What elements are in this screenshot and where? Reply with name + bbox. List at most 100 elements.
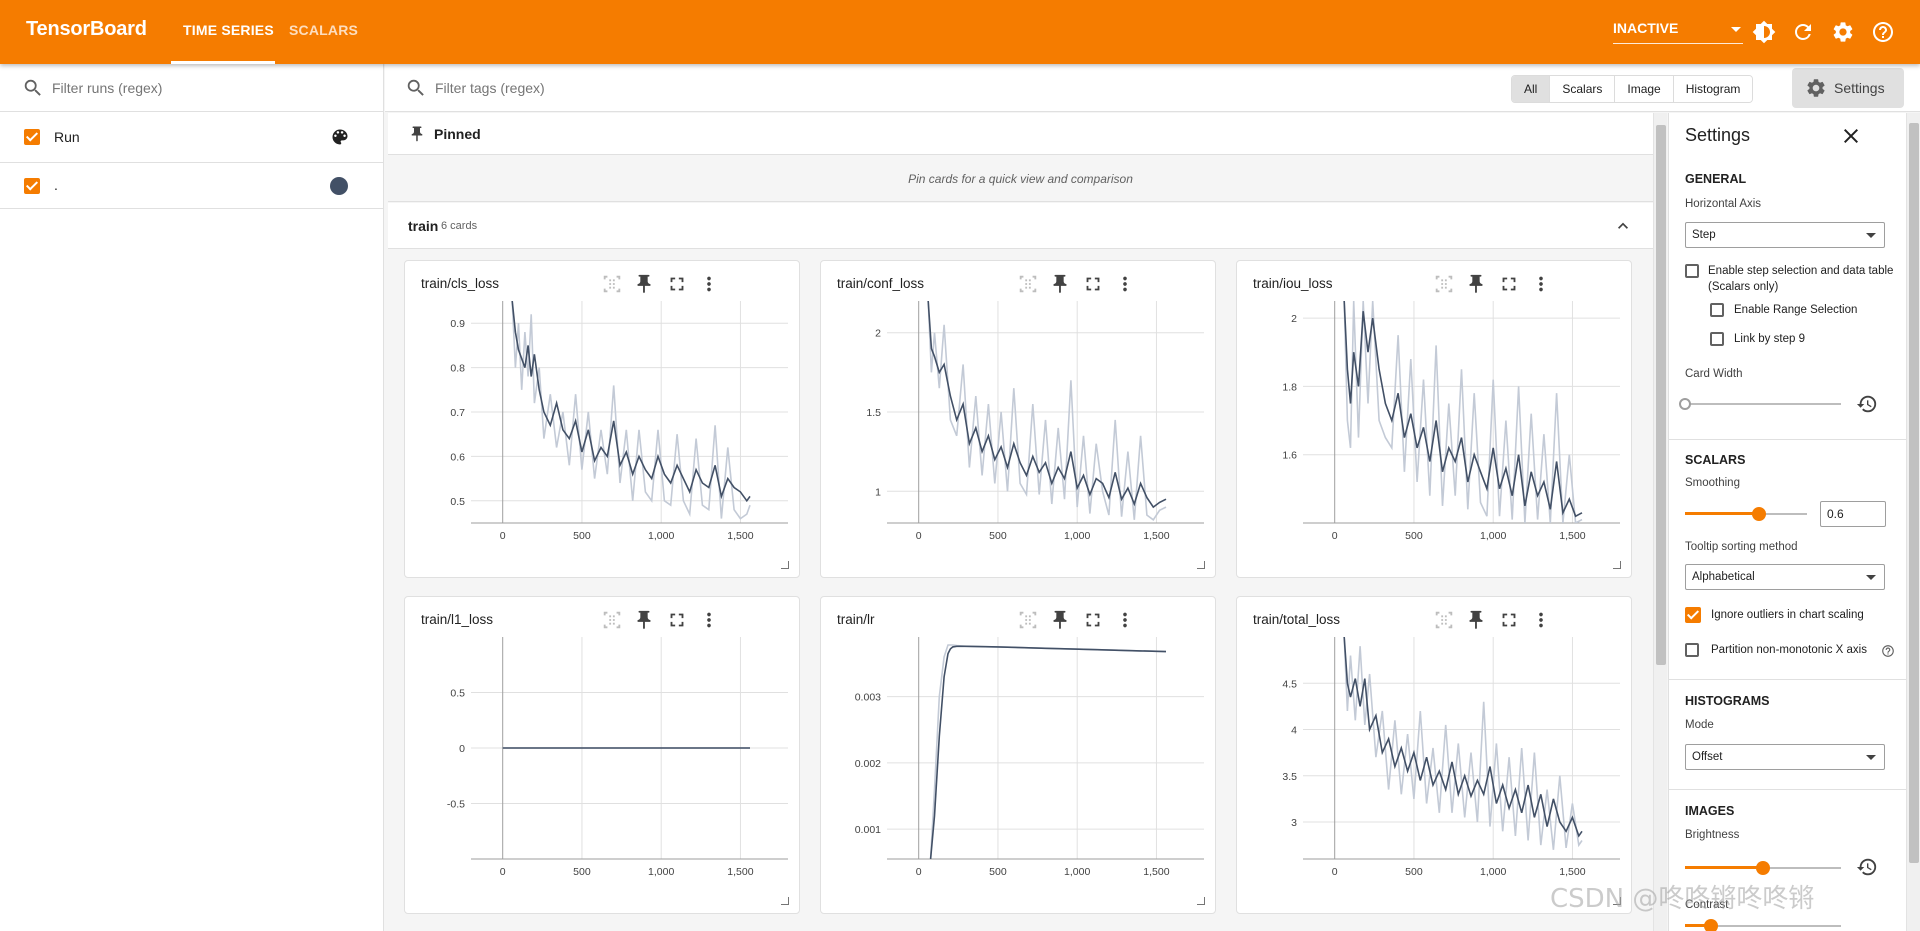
card-width-thumb[interactable] (1679, 398, 1691, 410)
line-chart[interactable]: 2 1.5 1 0 500 1,000 1,500 (821, 301, 1217, 579)
settings-button-label: Settings (1834, 80, 1885, 96)
y-tick-label: 0.6 (450, 451, 465, 463)
palette-icon[interactable] (330, 127, 350, 147)
filter-image-button[interactable]: Image (1614, 76, 1673, 102)
fullscreen-icon[interactable] (666, 609, 688, 631)
chevron-up-icon[interactable] (1613, 216, 1633, 236)
y-tick-label: 0.9 (450, 318, 465, 330)
x-tick-label: 0 (916, 866, 922, 878)
fit-domain-icon[interactable] (1017, 273, 1039, 295)
brightness-thumb[interactable] (1756, 861, 1770, 875)
more-vert-icon[interactable] (698, 273, 720, 295)
x-tick-label: 0 (500, 866, 506, 878)
resize-handle[interactable] (1613, 897, 1621, 905)
resize-handle[interactable] (1197, 897, 1205, 905)
y-tick-label: 0 (459, 743, 465, 755)
y-tick-label: 1.8 (1282, 381, 1297, 393)
fullscreen-icon[interactable] (1082, 273, 1104, 295)
resize-handle[interactable] (781, 897, 789, 905)
x-tick-label: 0 (916, 530, 922, 542)
fit-domain-icon[interactable] (601, 609, 623, 631)
fullscreen-icon[interactable] (1082, 609, 1104, 631)
fullscreen-icon[interactable] (666, 273, 688, 295)
card-title: train/l1_loss (421, 612, 494, 627)
card-group-header[interactable]: train 6 cards (388, 203, 1653, 249)
filter-histogram-button[interactable]: Histogram (1672, 76, 1753, 102)
fit-domain-icon[interactable] (1017, 609, 1039, 631)
contrast-track[interactable] (1685, 925, 1841, 927)
line-chart[interactable]: 2 1.8 1.6 0 500 1,000 1,500 (1237, 301, 1633, 579)
x-tick-label: 1,000 (1064, 530, 1090, 542)
step-selection-subtext: (Scalars only) (1708, 281, 1779, 293)
filter-scalars-button[interactable]: Scalars (1549, 76, 1615, 102)
fullscreen-icon[interactable] (1498, 273, 1520, 295)
card-width-track[interactable] (1685, 403, 1841, 405)
pin-icon[interactable] (1049, 273, 1071, 295)
range-selection-checkbox[interactable] (1710, 303, 1724, 317)
tooltip-sort-select[interactable]: Alphabetical (1685, 564, 1885, 590)
runs-filter-input[interactable] (50, 76, 350, 100)
x-tick-label: 1,000 (1480, 866, 1506, 878)
scrollbar-thumb[interactable] (1909, 123, 1919, 863)
more-vert-icon[interactable] (1530, 609, 1552, 631)
reload-status-select[interactable]: INACTIVE (1613, 20, 1743, 44)
section-divider (1669, 439, 1906, 440)
more-vert-icon[interactable] (1114, 273, 1136, 295)
histogram-mode-value: Offset (1692, 751, 1723, 763)
smoothing-thumb[interactable] (1752, 507, 1766, 521)
content-scrollbar[interactable] (1653, 113, 1667, 931)
fit-domain-icon[interactable] (1433, 273, 1455, 295)
reset-icon[interactable] (1856, 856, 1878, 878)
step-selection-checkbox[interactable] (1685, 264, 1699, 278)
settings-scrollbar[interactable] (1906, 113, 1920, 931)
line-chart[interactable]: 4.5 4 3.5 3 0 500 1,000 1,500 (1237, 637, 1633, 915)
x-tick-label: 1,000 (648, 866, 674, 878)
settings-toggle-button[interactable]: Settings (1792, 68, 1904, 108)
close-icon[interactable] (1839, 124, 1863, 148)
line-chart[interactable]: 0.003 0.002 0.001 0 500 1,000 1,500 (821, 637, 1217, 915)
ignore-outliers-checkbox[interactable] (1685, 607, 1701, 623)
brightness-icon[interactable] (1752, 20, 1776, 44)
pin-icon[interactable] (1465, 609, 1487, 631)
pinned-section-header: Pinned (388, 113, 1653, 155)
run-name: . (54, 177, 58, 193)
more-vert-icon[interactable] (698, 609, 720, 631)
group-name: train (408, 218, 439, 234)
fit-domain-icon[interactable] (1433, 609, 1455, 631)
pin-icon[interactable] (633, 609, 655, 631)
horizontal-axis-select[interactable]: Step (1685, 222, 1885, 248)
histogram-mode-select[interactable]: Offset (1685, 744, 1885, 770)
pin-icon[interactable] (1465, 273, 1487, 295)
pin-icon[interactable] (1049, 609, 1071, 631)
help-icon[interactable] (1881, 644, 1895, 658)
tags-filter-input[interactable] (433, 76, 833, 100)
scrollbar-thumb[interactable] (1656, 125, 1666, 665)
resize-handle[interactable] (781, 561, 789, 569)
line-chart[interactable]: 0.9 0.8 0.7 0.6 0.5 0 500 1,000 1,500 (405, 301, 801, 579)
help-icon[interactable] (1871, 20, 1895, 44)
tab-time-series[interactable]: TIME SERIES (183, 22, 274, 38)
resize-handle[interactable] (1613, 561, 1621, 569)
fit-domain-icon[interactable] (601, 273, 623, 295)
tooltip-sort-label: Tooltip sorting method (1685, 541, 1798, 553)
line-chart[interactable]: 0.5 0 -0.5 0 500 1,000 1,500 (405, 637, 801, 915)
contrast-thumb[interactable] (1704, 919, 1718, 931)
partition-checkbox[interactable] (1685, 643, 1699, 657)
reset-icon[interactable] (1856, 393, 1878, 415)
run-checkbox[interactable] (24, 178, 40, 194)
filter-all-button[interactable]: All (1512, 76, 1550, 102)
gear-icon[interactable] (1831, 20, 1855, 44)
search-icon (405, 77, 427, 99)
more-vert-icon[interactable] (1530, 273, 1552, 295)
pin-icon[interactable] (633, 273, 655, 295)
select-all-runs-checkbox[interactable] (24, 129, 40, 145)
more-vert-icon[interactable] (1114, 609, 1136, 631)
resize-handle[interactable] (1197, 561, 1205, 569)
fullscreen-icon[interactable] (1498, 609, 1520, 631)
smoothing-input[interactable] (1820, 501, 1886, 527)
run-color-swatch[interactable] (330, 177, 348, 195)
tab-scalars[interactable]: SCALARS (289, 22, 359, 38)
refresh-icon[interactable] (1791, 20, 1815, 44)
link-by-step-checkbox[interactable] (1710, 332, 1724, 346)
partition-label: Partition non-monotonic X axis (1711, 644, 1867, 656)
